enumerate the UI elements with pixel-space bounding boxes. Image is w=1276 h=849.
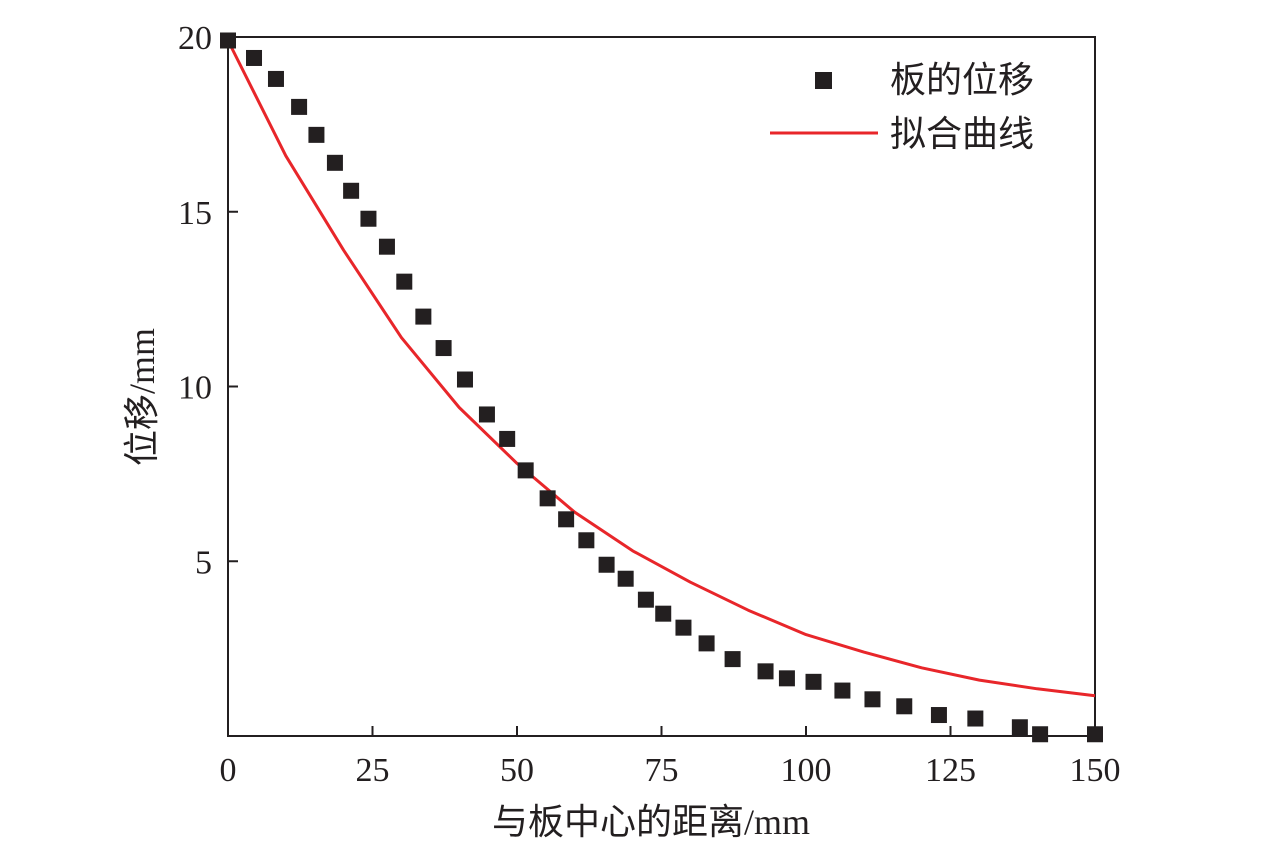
legend-marker-square bbox=[815, 72, 832, 89]
y-tick-label: 5 bbox=[195, 544, 212, 581]
displacement-point bbox=[757, 663, 774, 680]
displacement-point bbox=[415, 308, 432, 325]
displacement-point bbox=[326, 154, 343, 171]
displacement-point bbox=[578, 532, 595, 549]
displacement-point bbox=[1011, 719, 1028, 736]
displacement-point bbox=[655, 605, 672, 622]
legend: 板的位移 拟合曲线 bbox=[770, 60, 1034, 154]
displacement-point bbox=[456, 371, 473, 388]
fit-curve-layer bbox=[226, 39, 1096, 698]
displacement-point bbox=[805, 673, 822, 690]
displacement-point bbox=[617, 570, 634, 587]
displacement-point bbox=[220, 32, 236, 49]
displacement-point bbox=[267, 70, 284, 87]
x-tick-label: 50 bbox=[500, 752, 534, 789]
displacement-point bbox=[598, 556, 615, 573]
displacement-point bbox=[637, 591, 654, 608]
displacement-point bbox=[539, 490, 556, 507]
fit-curve-line bbox=[226, 39, 1096, 698]
displacement-point bbox=[558, 511, 575, 528]
x-tick-label: 100 bbox=[781, 752, 832, 789]
displacement-point bbox=[864, 691, 881, 708]
x-axis-ticks: 0 25 50 75 100 125 150 bbox=[220, 726, 1121, 789]
displacement-point bbox=[778, 670, 795, 687]
x-axis-title: 与板中心的距离/mm bbox=[492, 802, 810, 842]
displacement-point bbox=[360, 210, 377, 227]
displacement-points-layer bbox=[220, 32, 1103, 743]
displacement-point bbox=[396, 273, 413, 290]
displacement-point bbox=[517, 462, 534, 479]
x-tick-label: 75 bbox=[645, 752, 679, 789]
legend-label-displacement: 板的位移 bbox=[890, 60, 1034, 100]
displacement-point bbox=[1032, 726, 1049, 743]
displacement-point bbox=[246, 49, 263, 66]
x-tick-label: 25 bbox=[356, 752, 390, 789]
displacement-point bbox=[291, 98, 308, 115]
displacement-point bbox=[675, 619, 692, 636]
legend-label-fit-curve: 拟合曲线 bbox=[890, 114, 1034, 154]
displacement-point bbox=[896, 698, 913, 715]
displacement-point bbox=[435, 340, 452, 357]
displacement-point bbox=[724, 651, 741, 668]
displacement-point bbox=[499, 430, 516, 447]
y-tick-label: 20 bbox=[178, 20, 212, 57]
displacement-point bbox=[930, 707, 947, 724]
displacement-point bbox=[478, 406, 495, 423]
displacement-point bbox=[698, 635, 715, 652]
displacement-point bbox=[343, 182, 360, 199]
displacement-point bbox=[834, 682, 851, 699]
x-tick-label: 0 bbox=[220, 752, 237, 789]
displacement-point bbox=[1087, 726, 1103, 743]
displacement-point bbox=[967, 710, 984, 727]
x-tick-label: 125 bbox=[925, 752, 976, 789]
displacement-point bbox=[378, 238, 395, 255]
y-tick-label: 15 bbox=[178, 195, 212, 232]
y-tick-label: 10 bbox=[178, 370, 212, 407]
displacement-point bbox=[308, 126, 325, 143]
y-axis-title: 位移/mm bbox=[122, 328, 162, 466]
x-tick-label: 150 bbox=[1070, 752, 1121, 789]
